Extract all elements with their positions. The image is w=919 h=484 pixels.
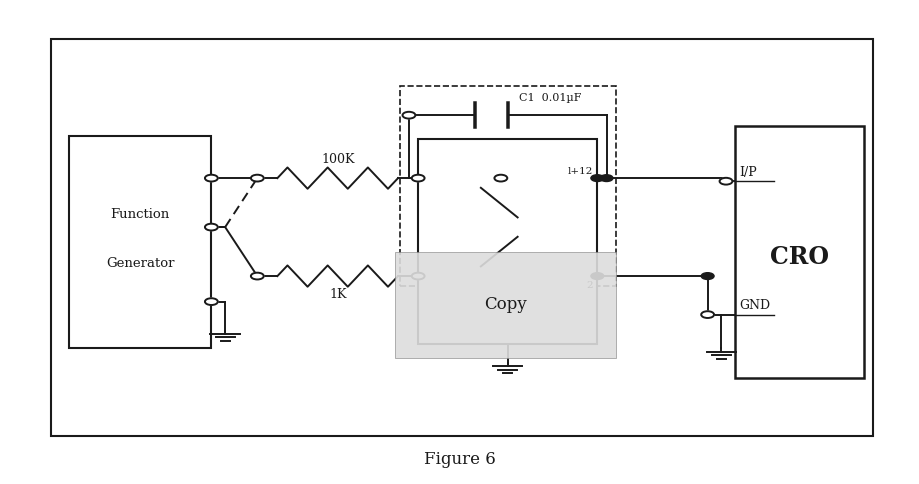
Text: C2  0.1µF: C2 0.1µF — [526, 217, 581, 227]
Text: l+12: l+12 — [567, 166, 593, 176]
Circle shape — [701, 311, 714, 318]
Text: CRO: CRO — [770, 245, 829, 269]
Circle shape — [591, 272, 604, 279]
Circle shape — [251, 175, 264, 182]
Bar — [69, 136, 211, 348]
Circle shape — [701, 272, 714, 279]
Circle shape — [494, 175, 507, 182]
Circle shape — [403, 112, 415, 119]
Circle shape — [251, 272, 264, 279]
Text: GND: GND — [739, 299, 770, 312]
Text: 1K: 1K — [329, 288, 346, 301]
Text: I/P: I/P — [739, 166, 756, 179]
Text: 100K: 100K — [321, 153, 355, 166]
Text: Function: Function — [110, 208, 170, 221]
Bar — [400, 86, 616, 286]
Text: Generator: Generator — [106, 257, 175, 270]
Circle shape — [412, 175, 425, 182]
Circle shape — [205, 175, 218, 182]
Text: Copy: Copy — [484, 296, 527, 314]
Text: C1  0.01µF: C1 0.01µF — [519, 93, 582, 103]
Circle shape — [205, 298, 218, 305]
Bar — [735, 126, 864, 378]
Text: Figure 6: Figure 6 — [424, 451, 495, 469]
Circle shape — [205, 224, 218, 230]
Circle shape — [412, 272, 425, 279]
Circle shape — [591, 175, 604, 182]
Circle shape — [720, 178, 732, 184]
Bar — [395, 252, 616, 358]
Circle shape — [600, 175, 613, 182]
Bar — [51, 39, 873, 436]
Bar — [418, 139, 597, 344]
Text: 2: 2 — [586, 281, 593, 290]
